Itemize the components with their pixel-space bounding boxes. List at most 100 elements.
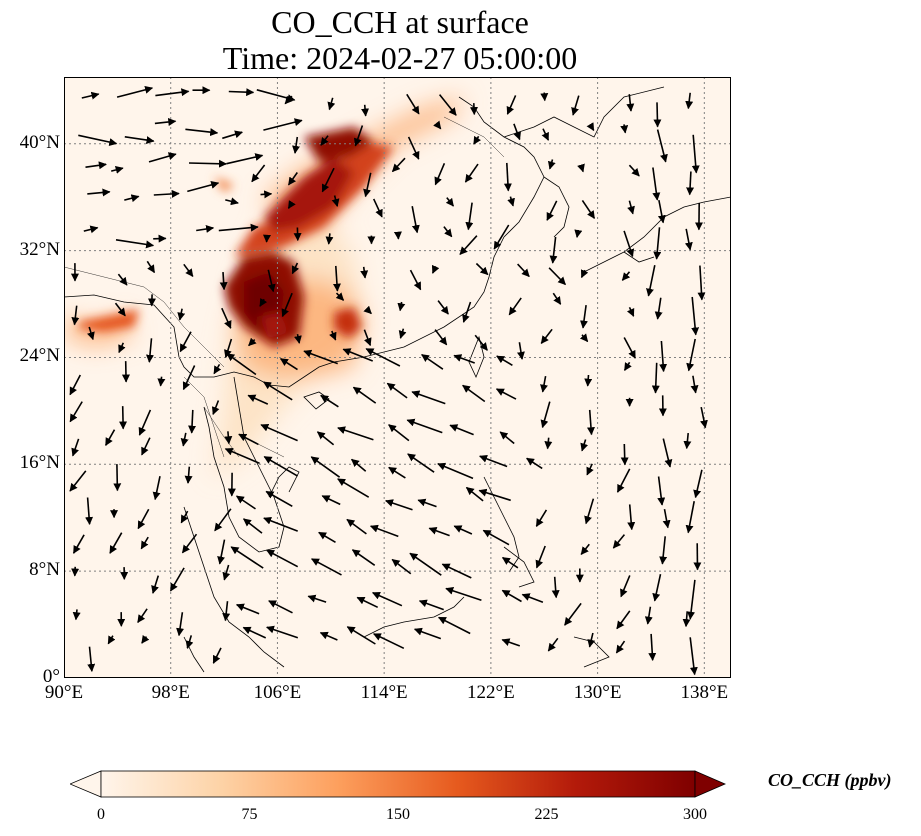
wind-arrow — [574, 229, 583, 238]
wind-arrow — [293, 333, 302, 344]
latitude-tick-label: 8°N — [29, 559, 60, 581]
wind-arrow — [418, 599, 444, 611]
wind-arrow — [651, 362, 660, 394]
wind-arrow — [180, 510, 189, 524]
wind-arrow — [475, 262, 489, 276]
wind-arrow — [541, 128, 550, 141]
wind-arrow — [552, 292, 562, 305]
wind-arrow — [431, 264, 440, 274]
wind-arrow — [517, 342, 525, 360]
wind-arrow — [124, 136, 155, 144]
wind-arrow — [303, 349, 338, 365]
latitude-tick-label: 40°N — [19, 131, 60, 153]
wind-arrow — [644, 606, 653, 625]
wind-arrow — [116, 85, 154, 98]
wind-arrow — [361, 104, 370, 117]
wind-arrow — [621, 271, 631, 281]
wind-arrow — [152, 476, 161, 501]
wind-arrow — [547, 637, 559, 652]
wind-arrow — [263, 516, 298, 532]
wind-arrow — [251, 164, 266, 183]
wind-arrow — [180, 432, 189, 447]
wind-arrow — [464, 163, 479, 183]
wind-arrow — [310, 558, 342, 576]
wind-arrow — [321, 495, 341, 506]
wind-arrow — [329, 330, 337, 341]
longitude-tick-label: 98°E — [151, 682, 190, 703]
wind-arrow — [117, 273, 128, 286]
wind-arrow — [310, 456, 341, 478]
wind-arrow — [321, 167, 335, 193]
colorbar-tick-label: 300 — [683, 806, 707, 823]
wind-arrow — [287, 200, 296, 209]
map-background — [64, 77, 731, 678]
wind-arrow — [182, 365, 196, 391]
longitude-tick-label: 130°E — [573, 682, 622, 703]
wind-arrow — [627, 504, 636, 531]
wind-arrow — [169, 567, 185, 592]
latitude-tick-label: 24°N — [19, 345, 60, 367]
wind-arrow — [222, 130, 243, 140]
wind-arrow — [224, 447, 260, 465]
wind-arrow — [185, 128, 219, 137]
wind-arrow — [71, 305, 80, 326]
colorbar-tick-label: 225 — [534, 806, 559, 823]
wind-arrow — [626, 306, 635, 317]
wind-arrow — [365, 348, 401, 367]
wind-arrow — [646, 265, 656, 297]
wind-arrow — [627, 200, 635, 215]
wind-arrow — [581, 199, 596, 219]
wind-arrow — [409, 269, 422, 291]
wind-arrow — [437, 300, 449, 315]
wind-arrow — [691, 296, 700, 336]
wind-arrow — [372, 198, 383, 218]
wind-arrow — [265, 490, 293, 507]
wind-arrow — [369, 524, 399, 538]
wind-arrow — [287, 172, 298, 186]
wind-arrow — [648, 633, 657, 661]
wind-arrow — [398, 328, 407, 339]
wind-arrow — [547, 159, 556, 170]
wind-arrow — [662, 438, 673, 468]
wind-arrow — [281, 292, 293, 318]
wind-arrow — [580, 439, 589, 452]
wind-arrow — [501, 589, 522, 603]
latitude-tick-label: 0° — [42, 666, 60, 687]
wind-arrow — [335, 292, 345, 301]
wind-arrow — [363, 172, 372, 198]
wind-arrow — [188, 159, 227, 168]
wind-arrow — [266, 549, 299, 568]
wind-arrow — [183, 263, 194, 278]
wind-arrow — [433, 120, 442, 130]
wind-arrow — [218, 223, 259, 232]
wind-arrow — [351, 549, 376, 566]
wind-arrow — [496, 355, 513, 366]
wind-arrow — [462, 384, 486, 403]
colorbar-label: CO_CCH (ppbv) — [768, 770, 892, 790]
wind-arrow — [411, 206, 420, 234]
wind-arrow — [397, 301, 406, 312]
wind-arrow — [69, 470, 87, 492]
wind-arrow — [462, 301, 472, 323]
wind-arrow — [657, 199, 666, 224]
wind-arrow — [686, 338, 696, 372]
wind-arrow — [682, 611, 691, 628]
wind-arrow — [623, 230, 635, 258]
wind-arrow — [586, 409, 595, 436]
wind-arrow — [391, 157, 406, 173]
wind-arrow — [540, 375, 548, 393]
wind-arrow — [445, 197, 455, 207]
wind-arrow — [342, 348, 373, 362]
wind-arrow — [535, 509, 548, 527]
longitude-tick-label: 122°E — [467, 682, 515, 703]
wind-arrow — [87, 646, 96, 672]
wind-arrow — [406, 93, 420, 115]
wind-arrow — [115, 239, 155, 249]
wind-arrow — [179, 331, 192, 353]
wind-arrow — [109, 532, 123, 554]
wind-arrow — [620, 124, 629, 134]
wind-arrow — [113, 464, 122, 492]
wind-arrow — [363, 305, 372, 315]
wind-arrow — [571, 95, 580, 116]
concentration-field — [64, 97, 464, 477]
